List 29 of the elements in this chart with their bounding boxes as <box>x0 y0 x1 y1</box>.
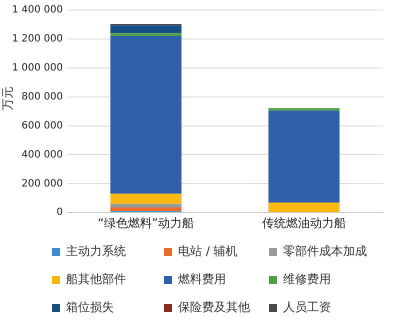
bar <box>268 108 340 111</box>
y-tick-label: 1 200 000 <box>12 34 63 45</box>
y-tick-label: 600 000 <box>22 120 63 132</box>
y-tick-label: 800 000 <box>22 91 63 102</box>
y-tick-label: 200 000 <box>22 178 63 190</box>
y-tick-label: 1 400 000 <box>12 4 63 16</box>
bar <box>110 36 182 194</box>
legend-label: 船其他部件 <box>65 271 127 288</box>
bar <box>110 25 182 34</box>
legend-label: 主动力系统 <box>65 243 127 260</box>
y-axis-title: 万元 <box>0 86 16 112</box>
legend-label: 电站 / 辅机 <box>177 243 239 260</box>
bar <box>268 110 340 202</box>
y-tick-label: 0 <box>56 207 63 218</box>
legend-label: 燃料费用 <box>177 271 227 288</box>
bar <box>268 202 340 212</box>
x-tick-label: “绿色燃料”动力船 <box>98 216 194 230</box>
bar <box>110 33 182 36</box>
bar <box>110 208 182 212</box>
legend-label: 零部件成本加成 <box>282 243 368 260</box>
legend-label: 人员工资 <box>282 299 332 316</box>
x-tick-label: 传统燃油动力船 <box>262 216 346 230</box>
y-tick-label: 1 000 000 <box>12 62 63 74</box>
legend-label: 保险费及其他 <box>177 299 251 316</box>
bar <box>110 204 182 208</box>
legend-label: 维修费用 <box>282 271 332 288</box>
y-tick-label: 400 000 <box>22 149 63 160</box>
bar <box>110 194 182 204</box>
legend-label: 箱位损失 <box>65 299 115 316</box>
